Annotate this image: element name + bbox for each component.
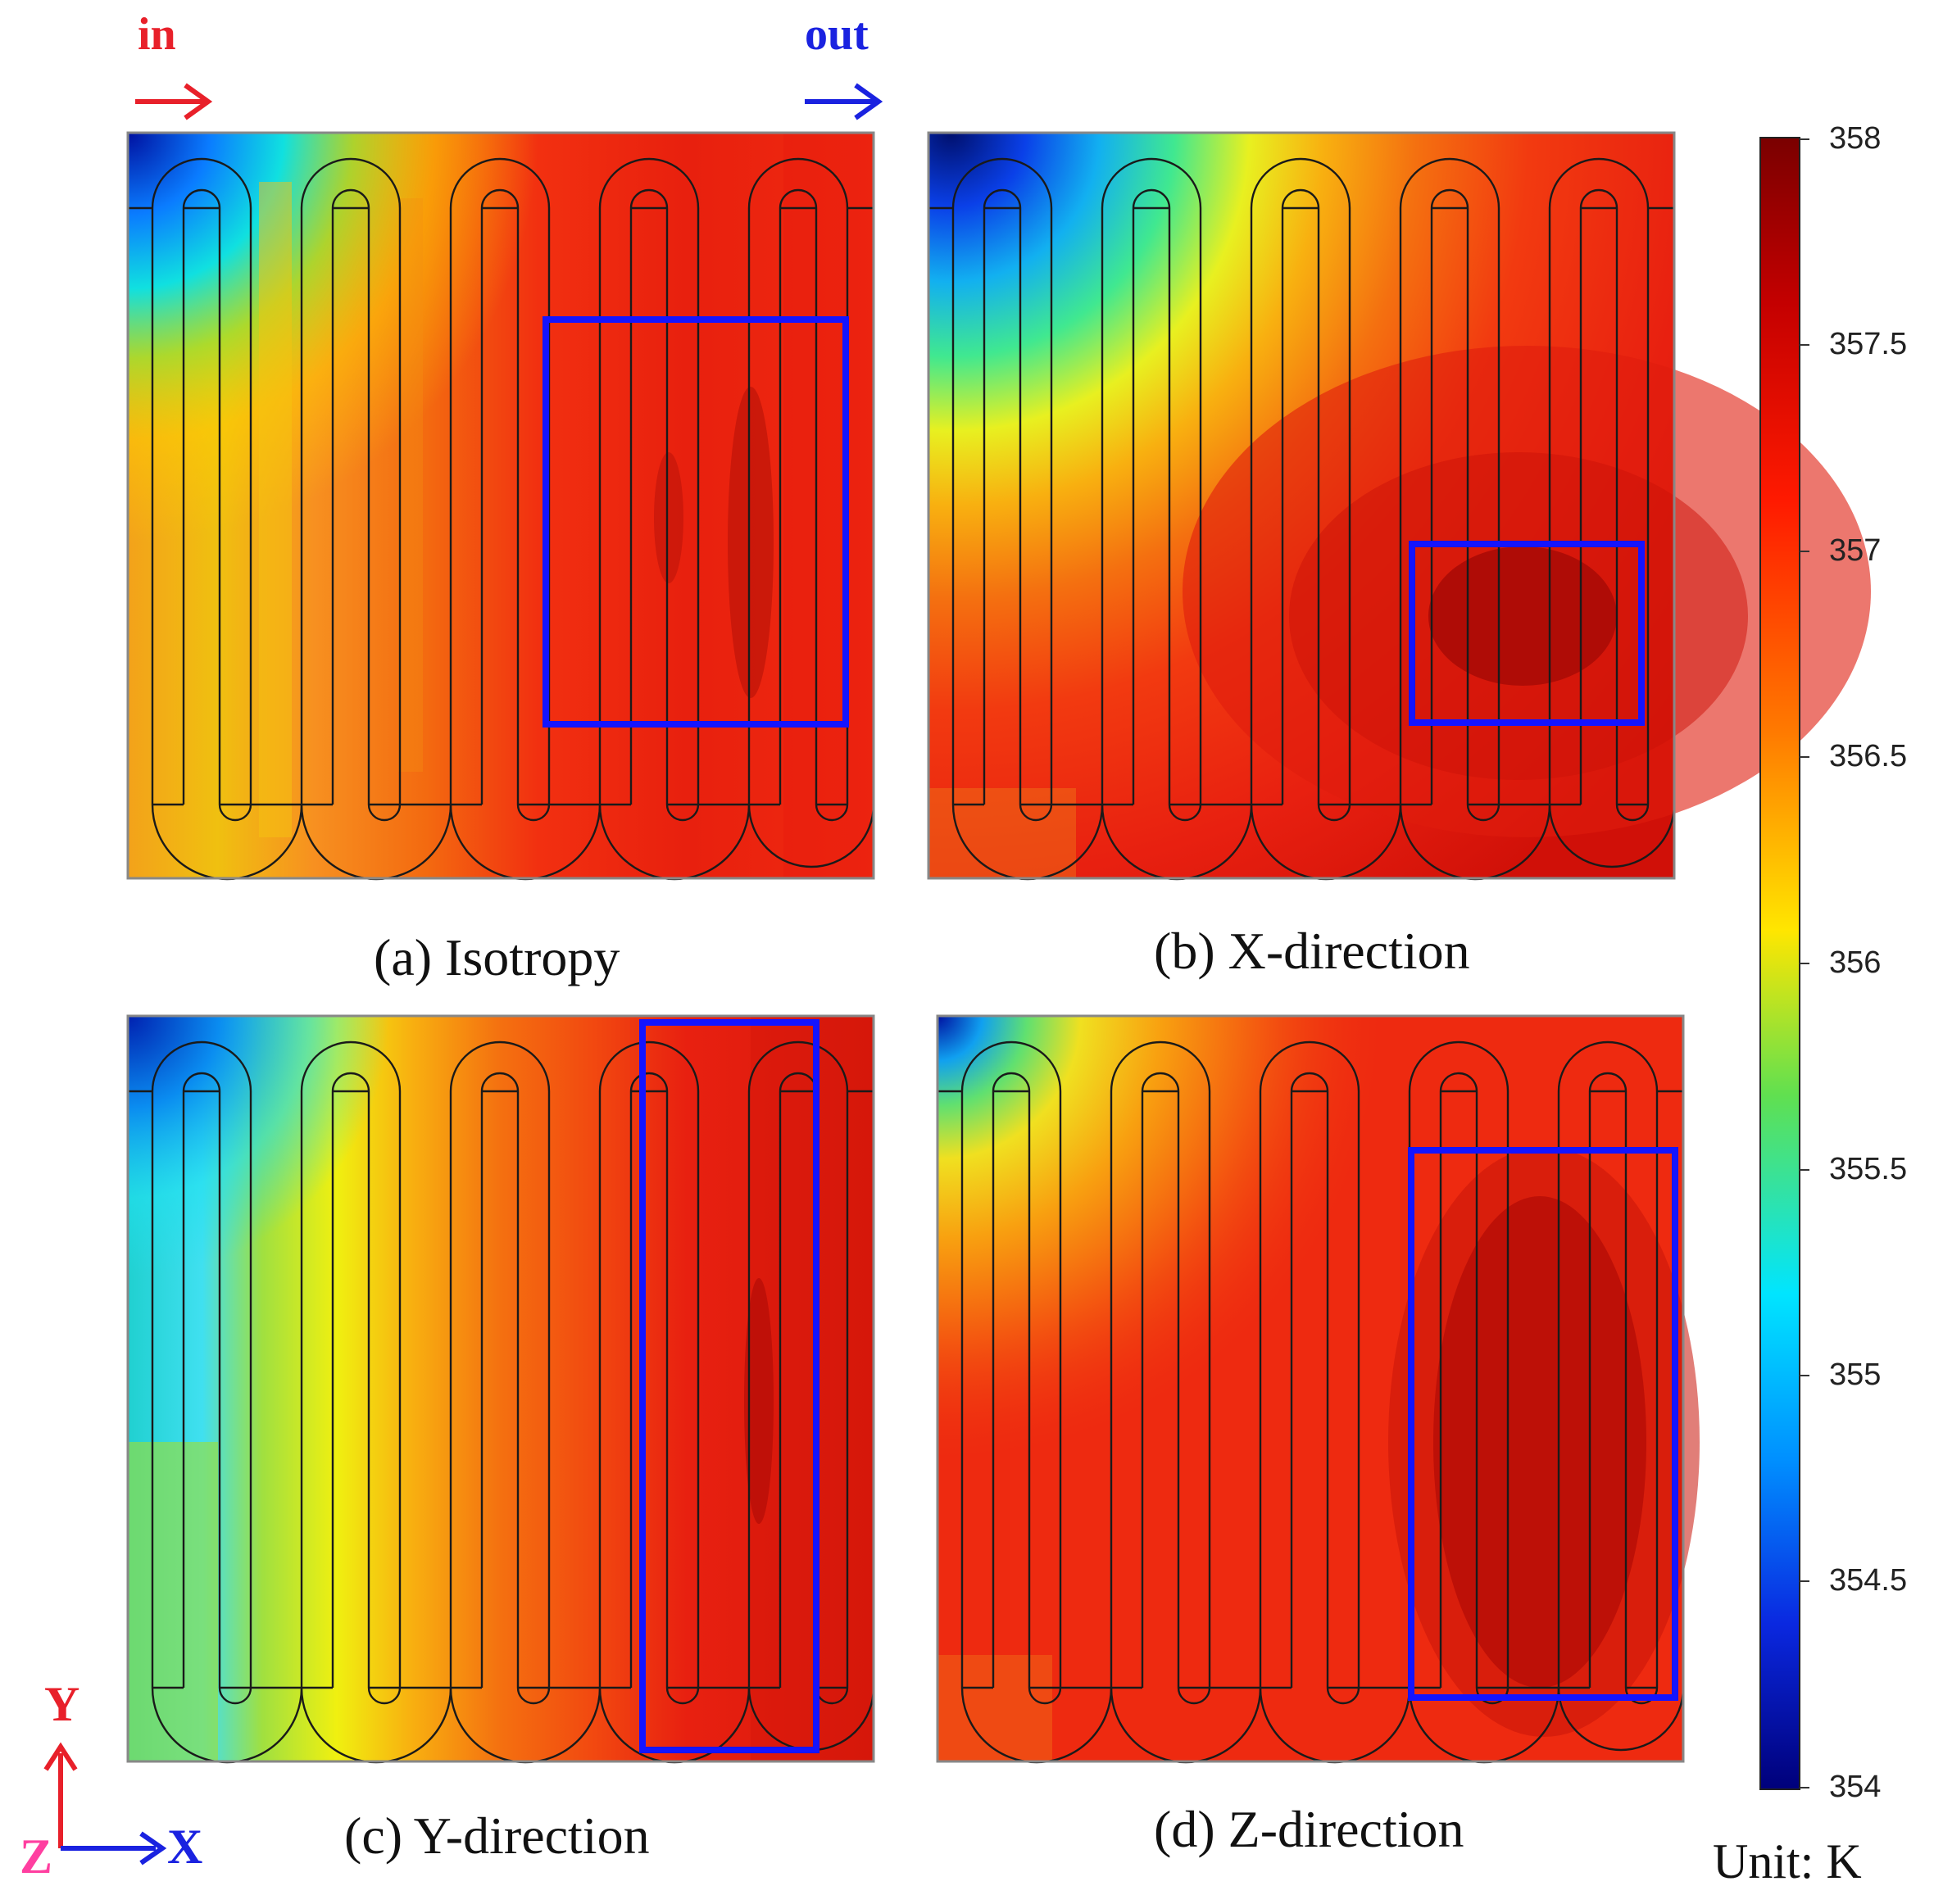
panel-a-caption: (a) Isotropy xyxy=(374,928,620,986)
colorbar-ticks xyxy=(1800,138,1809,1788)
colorbar-tick-label: 354.5 xyxy=(1829,1563,1908,1598)
colorbar-tick-label: 356 xyxy=(1829,945,1882,980)
panel-d-plot xyxy=(936,1014,1700,1764)
panel-c-plot xyxy=(126,1014,875,1764)
panel-c-caption: (c) Y-direction xyxy=(344,1807,650,1865)
outlet-arrow xyxy=(805,83,883,120)
panel-b-plot xyxy=(927,131,1871,881)
highlight-box-c xyxy=(639,1019,819,1753)
colorbar-tick-label: 356.5 xyxy=(1829,739,1908,773)
panel-d-caption: (d) Z-direction xyxy=(1154,1800,1464,1858)
outlet-label: out xyxy=(805,9,869,60)
x-axis-label: X xyxy=(167,1820,203,1874)
inlet-arrow xyxy=(135,83,213,120)
unit-label: Unit: K xyxy=(1713,1834,1862,1888)
colorbar-tick-label: 354 xyxy=(1829,1770,1882,1804)
colorbar-tick-label: 358 xyxy=(1829,121,1882,156)
colorbar-tick-label: 357.5 xyxy=(1829,327,1908,361)
colorbar xyxy=(1759,137,1809,1790)
highlight-box-d xyxy=(1408,1147,1678,1701)
z-axis-label: Z xyxy=(20,1829,53,1884)
inlet-label: in xyxy=(138,9,176,60)
y-axis-label: Y xyxy=(44,1677,80,1731)
colorbar-tick-label: 355.5 xyxy=(1829,1152,1908,1186)
panel-a-plot xyxy=(126,131,875,881)
highlight-box-b xyxy=(1409,541,1645,726)
highlight-box-a xyxy=(543,316,849,728)
colorbar-tick-label: 355 xyxy=(1829,1358,1882,1392)
axis-triad xyxy=(43,1742,167,1865)
panel-b-caption: (b) X-direction xyxy=(1154,922,1470,980)
colorbar-tick-label: 357 xyxy=(1829,533,1882,568)
